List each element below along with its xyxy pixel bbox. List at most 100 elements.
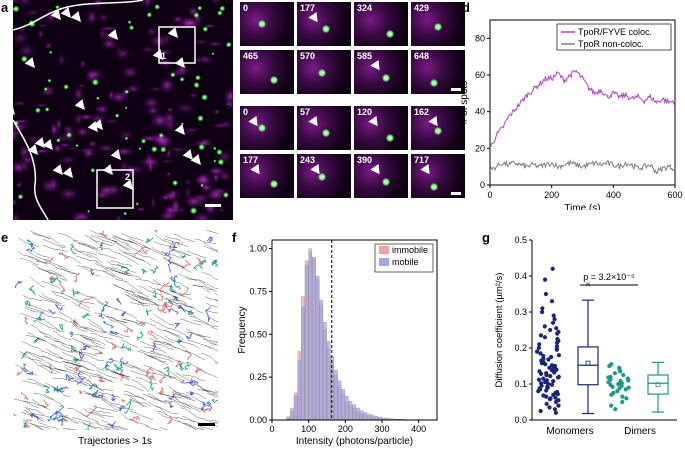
data-point <box>548 373 553 379</box>
panel-e-letter: e <box>1 230 9 245</box>
trajectory <box>101 330 124 339</box>
trajectory <box>110 260 132 266</box>
histogram-bar <box>290 411 294 421</box>
magenta-blob <box>144 150 154 167</box>
trajectory <box>72 288 80 297</box>
trajectory <box>90 230 111 240</box>
trajectory <box>98 312 105 320</box>
trajectory <box>105 426 112 430</box>
magenta-blob <box>175 61 189 79</box>
trajectory <box>125 243 145 254</box>
trajectory <box>171 262 192 273</box>
trajectory <box>73 369 91 378</box>
trajectory <box>123 272 142 280</box>
trajectory <box>83 326 107 333</box>
green-spot <box>258 124 266 132</box>
arrowhead-shape <box>27 144 38 155</box>
green-spot <box>140 138 147 144</box>
trajectory <box>177 420 197 430</box>
trajectory <box>206 401 213 410</box>
green-spot <box>222 191 230 199</box>
trajectory <box>80 334 99 348</box>
arrowhead-icon <box>152 49 163 60</box>
trajectory <box>203 281 218 290</box>
green-spot <box>434 23 442 31</box>
trajectory <box>147 393 168 404</box>
magenta-membrane-signal <box>13 0 233 220</box>
trajectory <box>172 248 192 256</box>
histogram-bar <box>363 412 368 421</box>
data-point <box>539 361 544 366</box>
frame-time-label: 585 <box>357 51 373 61</box>
trajectory <box>171 279 189 289</box>
y-tick-label: 0.5 <box>514 235 527 245</box>
trajectory <box>156 392 179 401</box>
trajectory <box>46 315 69 323</box>
trajectory <box>78 242 100 252</box>
trajectory <box>24 316 28 325</box>
data-point <box>544 388 549 393</box>
trajectory <box>61 351 84 361</box>
panel-a-image: 1 2 <box>13 0 233 220</box>
data-point <box>543 291 549 297</box>
arrowhead-icon <box>70 11 81 22</box>
trajectory <box>181 260 192 270</box>
data-point <box>536 377 542 382</box>
arrowhead-icon <box>174 124 185 135</box>
data-point <box>555 331 560 336</box>
green-spot <box>44 107 50 112</box>
arrowhead-shape <box>50 9 61 20</box>
trajectory <box>82 353 104 361</box>
magenta-blob <box>74 125 91 139</box>
trajectory <box>210 419 218 422</box>
green-spot <box>211 52 215 56</box>
data-point <box>616 381 621 387</box>
data-point <box>553 410 558 415</box>
trajectory <box>135 320 157 326</box>
scale-bar <box>205 204 221 207</box>
data-point <box>551 379 556 384</box>
trajectory <box>95 406 118 412</box>
trajectory <box>37 267 62 277</box>
trajectory-map <box>13 230 218 430</box>
y-tick-label: 0.75 <box>249 286 267 296</box>
trajectory <box>45 348 63 359</box>
trajectory <box>51 291 74 299</box>
trajectory <box>110 269 133 277</box>
data-point <box>615 389 620 394</box>
legend: immobile mobile <box>374 243 434 273</box>
inset-label-2: 2 <box>125 172 130 182</box>
data-point <box>542 335 548 340</box>
trajectory <box>48 309 56 315</box>
trajectory <box>52 387 71 397</box>
trajectory <box>30 324 48 338</box>
trajectory <box>123 252 145 262</box>
trajectory <box>148 402 168 416</box>
trajectory <box>213 260 218 266</box>
trajectory <box>109 359 135 369</box>
trajectory <box>82 390 106 401</box>
trajectory <box>162 301 167 309</box>
trajectory <box>125 293 145 304</box>
trajectory <box>26 407 45 415</box>
data-point <box>607 363 612 369</box>
magenta-blob <box>57 187 80 201</box>
trajectory <box>124 391 147 401</box>
magenta-blob <box>115 213 123 220</box>
trajectory <box>151 342 173 350</box>
magenta-blob <box>172 14 184 25</box>
magenta-blob <box>148 112 171 129</box>
trajectory <box>131 290 149 299</box>
trajectory <box>206 236 214 243</box>
trajectory <box>42 385 51 394</box>
trajectory <box>201 271 218 280</box>
magenta-blob <box>49 121 60 138</box>
arrowhead-shape <box>62 167 73 178</box>
green-spot <box>198 143 206 151</box>
time-frame-tile: 0 <box>240 2 294 46</box>
trajectory <box>139 349 162 356</box>
arrowhead-shape <box>122 179 133 190</box>
trajectory <box>168 402 174 409</box>
trajectory <box>115 297 122 305</box>
trajectory <box>79 348 84 359</box>
